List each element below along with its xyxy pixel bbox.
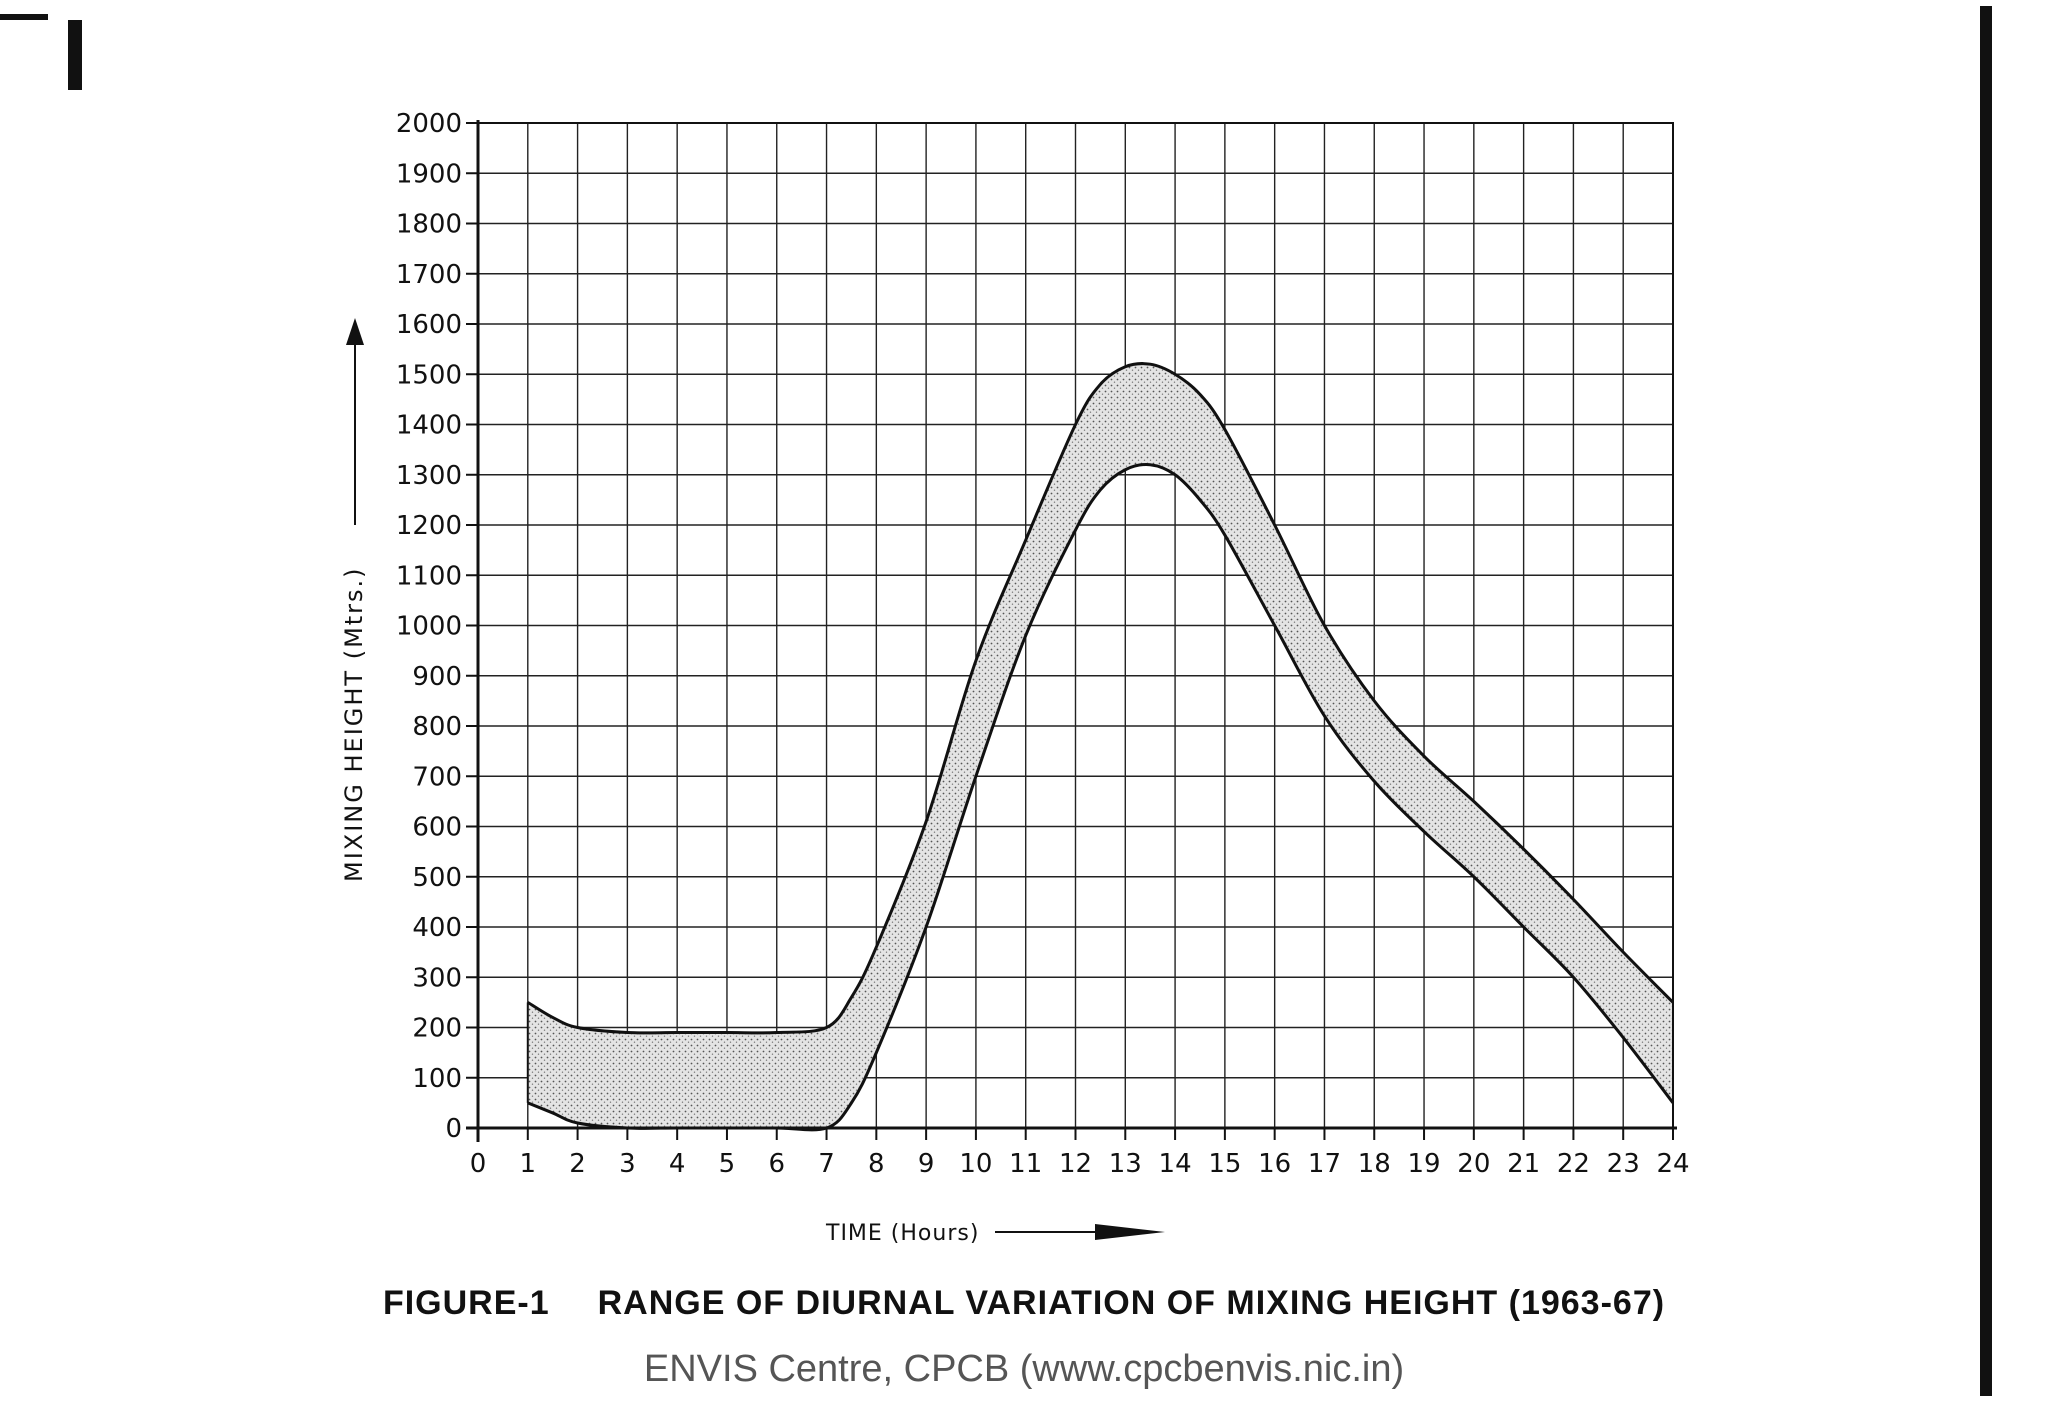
x-tick-label: 12 <box>1059 1149 1092 1179</box>
y-tick-label: 2000 <box>396 109 462 139</box>
y-tick-label: 900 <box>412 662 462 692</box>
mixing-height-band <box>526 362 1675 1132</box>
y-axis-title: MIXING HEIGHT (Mtrs.) <box>340 566 368 882</box>
x-axis-title-group: TIME (Hours) <box>825 1221 1165 1246</box>
figure-title: RANGE OF DIURNAL VARIATION OF MIXING HEI… <box>597 1284 1666 1322</box>
y-tick-label: 400 <box>412 913 462 943</box>
figure-caption: FIGURE-1 RANGE OF DIURNAL VARIATION OF MI… <box>0 1284 2048 1323</box>
x-tick-label: 3 <box>619 1149 636 1179</box>
x-axis-arrow-icon <box>1095 1224 1165 1240</box>
x-tick-label: 15 <box>1208 1149 1241 1179</box>
y-tick-label: 1100 <box>396 561 462 591</box>
y-tick-label: 1800 <box>396 210 462 240</box>
x-tick-label: 17 <box>1308 1149 1341 1179</box>
x-axis-title: TIME (Hours) <box>825 1221 979 1246</box>
x-tick-label: 10 <box>959 1149 992 1179</box>
x-tick-label: 19 <box>1407 1149 1440 1179</box>
x-tick-label: 1 <box>520 1149 537 1179</box>
y-tick-label: 600 <box>412 813 462 843</box>
y-tick-label: 800 <box>412 712 462 742</box>
y-tick-label: 1600 <box>396 310 462 340</box>
x-tick-label: 14 <box>1159 1149 1192 1179</box>
grid <box>477 122 1674 1129</box>
x-tick-label: 18 <box>1358 1149 1391 1179</box>
x-tick-label: 2 <box>569 1149 586 1179</box>
band-fill <box>527 363 1673 1130</box>
x-tick-label: 24 <box>1656 1149 1689 1179</box>
x-tick-label: 6 <box>768 1149 785 1179</box>
figure-number: FIGURE-1 <box>382 1284 550 1322</box>
y-tick-labels: 0 100 200 300 400 500 600 700 800 900 1000 1100 1200… <box>396 109 462 1144</box>
lower-bound-line <box>527 463 1675 1132</box>
x-tick-label: 20 <box>1457 1149 1490 1179</box>
y-tick-label: 1500 <box>396 360 462 390</box>
y-axis-arrow-icon <box>346 318 364 345</box>
x-tick-label: 21 <box>1507 1149 1540 1179</box>
y-tick-label: 0 <box>445 1114 462 1144</box>
y-tick-label: 500 <box>412 863 462 893</box>
axes <box>466 120 1677 1142</box>
y-tick-label: 1300 <box>396 461 462 491</box>
upper-bound-line <box>527 362 1675 1035</box>
y-axis-title-group: MIXING HEIGHT (Mtrs.) <box>340 318 368 882</box>
y-tick-label: 1900 <box>396 159 462 189</box>
x-tick-label: 16 <box>1258 1149 1291 1179</box>
x-tick-label: 0 <box>470 1149 487 1179</box>
left-scan-border-vertical <box>68 20 82 90</box>
x-tick-label: 11 <box>1009 1149 1042 1179</box>
x-tick-labels: 0 1 2 3 4 5 6 7 8 9 10 11 12 13 14 15 16 17 18 19 20 21 22 23 24 <box>470 1149 1690 1179</box>
source-credit: ENVIS Centre, CPCB (www.cpcbenvis.nic.in… <box>643 1348 1405 1390</box>
y-tick-label: 200 <box>412 1014 462 1044</box>
y-tick-label: 1000 <box>396 612 462 642</box>
x-tick-label: 22 <box>1557 1149 1590 1179</box>
x-tick-label: 5 <box>719 1149 736 1179</box>
y-tick-label: 100 <box>412 1064 462 1094</box>
left-scan-border <box>0 14 48 20</box>
y-tick-label: 300 <box>412 963 462 993</box>
x-tick-label: 7 <box>818 1149 835 1179</box>
x-tick-label: 9 <box>918 1149 935 1179</box>
x-tick-label: 8 <box>868 1149 885 1179</box>
y-tick-label: 1200 <box>396 511 462 541</box>
y-tick-label: 700 <box>412 762 462 792</box>
y-tick-label: 1400 <box>396 411 462 441</box>
x-tick-label: 4 <box>669 1149 686 1179</box>
x-tick-label: 23 <box>1607 1149 1640 1179</box>
x-tick-label: 13 <box>1109 1149 1142 1179</box>
right-scan-border <box>1980 6 1992 1396</box>
y-tick-label: 1700 <box>396 260 462 290</box>
